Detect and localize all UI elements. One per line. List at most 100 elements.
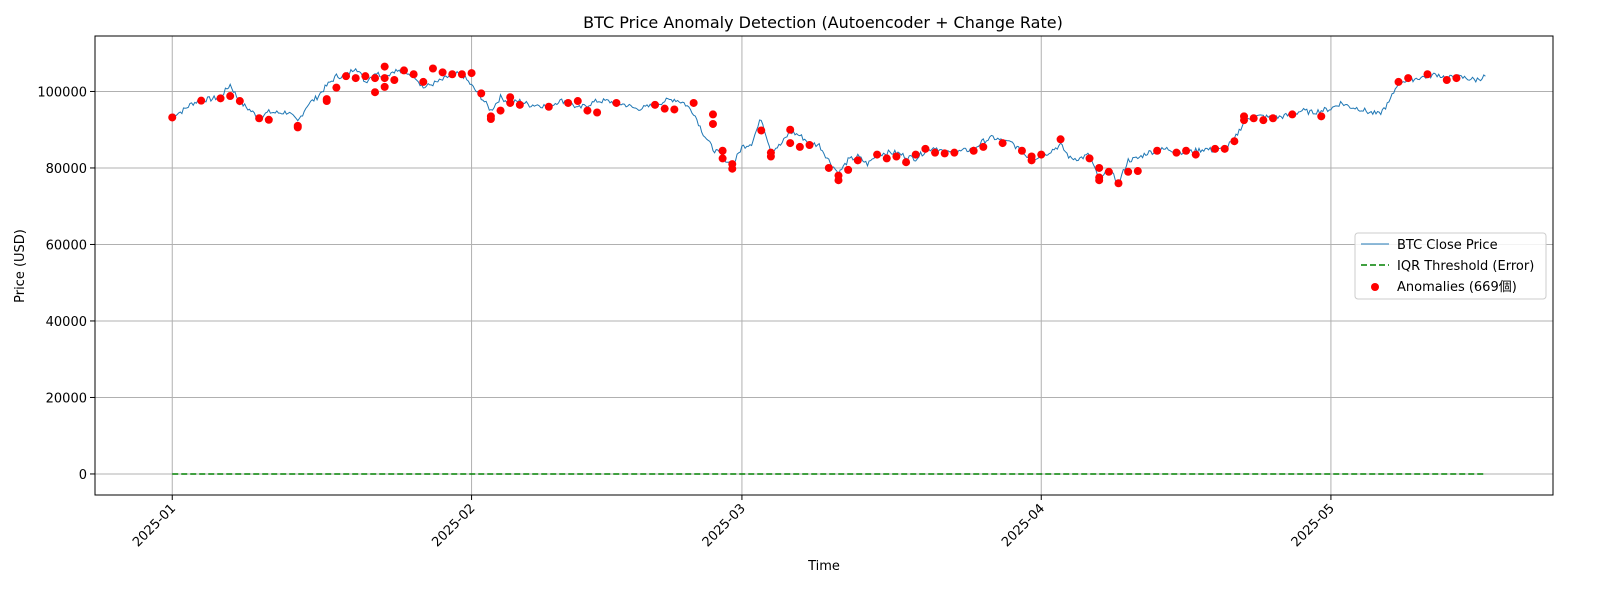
anomaly-point bbox=[718, 154, 727, 163]
legend-swatch-marker bbox=[1371, 283, 1379, 291]
anomaly-point bbox=[255, 114, 264, 123]
anomaly-point bbox=[1317, 112, 1326, 121]
anomaly-point bbox=[216, 94, 225, 103]
anomaly-point bbox=[1153, 146, 1162, 155]
anomaly-point bbox=[824, 163, 833, 172]
anomaly-point bbox=[1027, 156, 1036, 165]
anomaly-point bbox=[477, 89, 486, 98]
anomaly-point bbox=[728, 164, 737, 173]
anomaly-point bbox=[1017, 146, 1026, 155]
anomaly-point bbox=[660, 104, 669, 113]
y-tick-label: 40000 bbox=[46, 315, 87, 330]
anomaly-point bbox=[940, 149, 949, 158]
x-tick-label: 2025-03 bbox=[700, 501, 749, 550]
anomaly-point bbox=[1056, 135, 1065, 144]
anomaly-point bbox=[786, 125, 795, 134]
anomaly-point bbox=[1037, 150, 1046, 159]
anomaly-point bbox=[689, 98, 698, 107]
anomaly-point bbox=[1259, 116, 1268, 125]
anomaly-point bbox=[612, 98, 621, 107]
anomaly-point bbox=[390, 75, 399, 84]
anomaly-point bbox=[902, 158, 911, 167]
anomaly-point bbox=[1288, 110, 1297, 119]
anomaly-point bbox=[506, 93, 515, 102]
anomaly-point bbox=[351, 74, 360, 83]
legend-label: BTC Close Price bbox=[1397, 238, 1498, 253]
anomaly-point bbox=[921, 144, 930, 153]
anomaly-point bbox=[651, 100, 660, 109]
price-line bbox=[171, 67, 1486, 185]
anomaly-point bbox=[708, 110, 717, 119]
anomaly-point bbox=[168, 113, 177, 122]
x-tick-label: 2025-01 bbox=[130, 501, 179, 550]
anomaly-point bbox=[1124, 167, 1133, 176]
anomaly-point bbox=[515, 100, 524, 109]
anomaly-point bbox=[757, 126, 766, 135]
anomaly-point bbox=[1394, 77, 1403, 86]
legend: BTC Close Price IQR Threshold (Error) Anom… bbox=[1354, 232, 1547, 300]
anomaly-point bbox=[834, 176, 843, 185]
y-tick-label: 80000 bbox=[46, 162, 87, 177]
anomaly-point bbox=[399, 66, 408, 75]
anomaly-point bbox=[1268, 114, 1277, 123]
anomaly-point bbox=[1133, 167, 1142, 176]
y-axis-title: Price (USD) bbox=[13, 229, 28, 303]
anomaly-point bbox=[892, 152, 901, 161]
anomaly-point bbox=[1104, 167, 1113, 176]
anomaly-point bbox=[322, 97, 331, 106]
anomaly-point bbox=[1249, 114, 1258, 123]
anomaly-point bbox=[264, 115, 273, 124]
x-axis-ticks: 2025-01 2025-02 2025-03 2025-04 2025-05 bbox=[130, 495, 1338, 550]
plot-area bbox=[168, 62, 1486, 475]
anomaly-point bbox=[950, 148, 959, 157]
anomaly-point bbox=[1172, 148, 1181, 157]
anomaly-point bbox=[428, 64, 437, 73]
x-axis-title: Time bbox=[807, 559, 840, 574]
anomaly-point bbox=[409, 70, 418, 79]
anomaly-point bbox=[1452, 74, 1461, 83]
anomaly-point bbox=[544, 102, 553, 111]
anomaly-point bbox=[380, 74, 389, 83]
anomaly-point bbox=[506, 98, 515, 107]
y-axis-ticks: 0 20000 40000 60000 80000 100000 bbox=[37, 85, 95, 483]
anomaly-point bbox=[1230, 137, 1239, 146]
x-tick-label: 2025-04 bbox=[999, 501, 1048, 550]
anomaly-point bbox=[882, 154, 891, 163]
anomaly-point bbox=[293, 123, 302, 132]
anomaly-point bbox=[342, 72, 351, 81]
anomaly-point bbox=[969, 146, 978, 155]
anomaly-point bbox=[1095, 176, 1104, 185]
anomaly-point bbox=[844, 165, 853, 174]
anomaly-point bbox=[718, 146, 727, 155]
anomaly-point bbox=[593, 108, 602, 117]
anomaly-point bbox=[1095, 163, 1104, 172]
anomaly-point bbox=[795, 142, 804, 151]
x-tick-label: 2025-05 bbox=[1289, 501, 1338, 550]
anomaly-point bbox=[1211, 144, 1220, 153]
anomaly-point bbox=[197, 96, 206, 105]
grid-lines bbox=[95, 36, 1553, 495]
anomaly-point bbox=[1114, 179, 1123, 188]
y-tick-label: 20000 bbox=[46, 391, 87, 406]
anomaly-point bbox=[457, 70, 466, 79]
anomaly-point bbox=[1220, 144, 1229, 153]
anomaly-point bbox=[1423, 70, 1432, 79]
anomaly-point bbox=[1191, 150, 1200, 159]
legend-label: IQR Threshold (Error) bbox=[1397, 259, 1534, 274]
anomaly-point bbox=[564, 98, 573, 107]
anomaly-point bbox=[1182, 146, 1191, 155]
anomaly-point bbox=[931, 148, 940, 157]
anomaly-point bbox=[766, 152, 775, 161]
legend-box bbox=[1354, 232, 1547, 300]
anomaly-point bbox=[1442, 75, 1451, 84]
anomaly-point bbox=[467, 69, 476, 78]
anomaly-point bbox=[448, 70, 457, 79]
anomaly-point bbox=[371, 74, 380, 83]
anomaly-point bbox=[1240, 116, 1249, 125]
anomaly-point bbox=[380, 62, 389, 71]
anomaly-point bbox=[708, 119, 717, 128]
y-tick-label: 60000 bbox=[46, 238, 87, 253]
y-tick-label: 100000 bbox=[37, 85, 87, 100]
anomaly-point bbox=[361, 72, 370, 81]
